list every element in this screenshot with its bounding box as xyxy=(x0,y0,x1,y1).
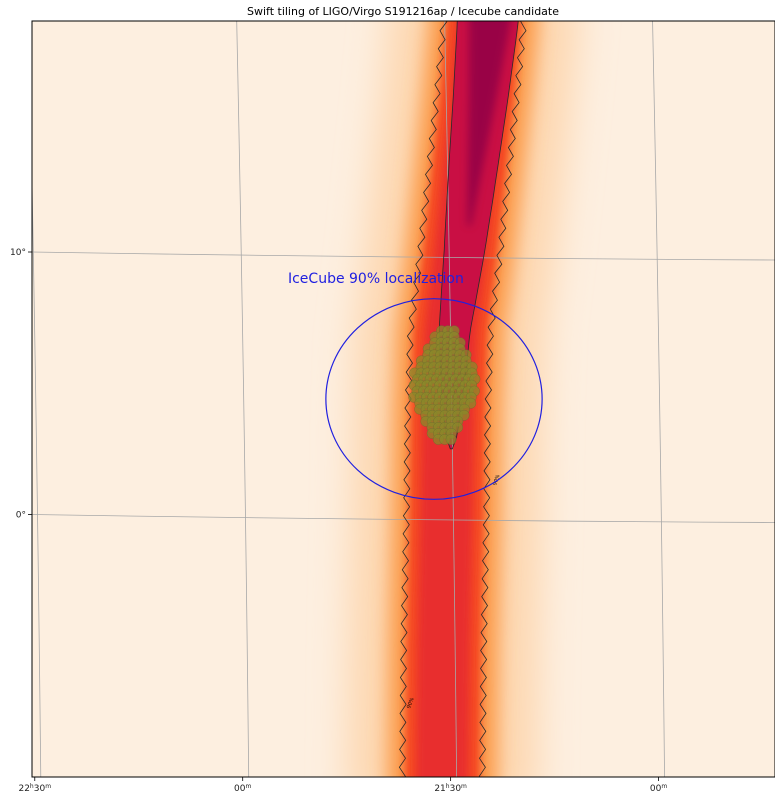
x-tick-label: 22h30m xyxy=(18,783,51,794)
icecube-localization: IceCube 90% localization xyxy=(288,271,543,500)
icecube-circle xyxy=(325,298,543,500)
y-tick-label: 10° xyxy=(10,248,26,258)
contour-90 xyxy=(398,21,527,777)
ra-grid-line xyxy=(652,21,665,777)
swift-tiles xyxy=(408,325,481,445)
y-tick-label: 0° xyxy=(16,511,26,521)
x-axis-ticks: 22h30m 00m 21h30m 00m xyxy=(18,777,667,794)
x-tick-label: 00m xyxy=(650,783,667,794)
dec-grid-line xyxy=(32,514,775,523)
plot-frame xyxy=(31,20,775,778)
band-peak xyxy=(467,21,511,226)
swift-tile xyxy=(445,433,457,445)
contour-label: 90% xyxy=(406,697,416,710)
y-axis-ticks: 10° 0° xyxy=(10,248,32,521)
icecube-label: IceCube 90% localization xyxy=(288,271,464,287)
ra-grid-line xyxy=(32,161,42,777)
chart-title: Swift tiling of LIGO/Virgo S191216ap / I… xyxy=(247,5,559,18)
dec-grid-line xyxy=(32,251,775,261)
x-tick-label: 00m xyxy=(234,783,251,794)
x-tick-label: 21h30m xyxy=(434,783,467,794)
contour-label: 90% xyxy=(492,474,502,487)
ra-grid-line xyxy=(236,21,250,777)
contour-50 xyxy=(438,21,519,450)
